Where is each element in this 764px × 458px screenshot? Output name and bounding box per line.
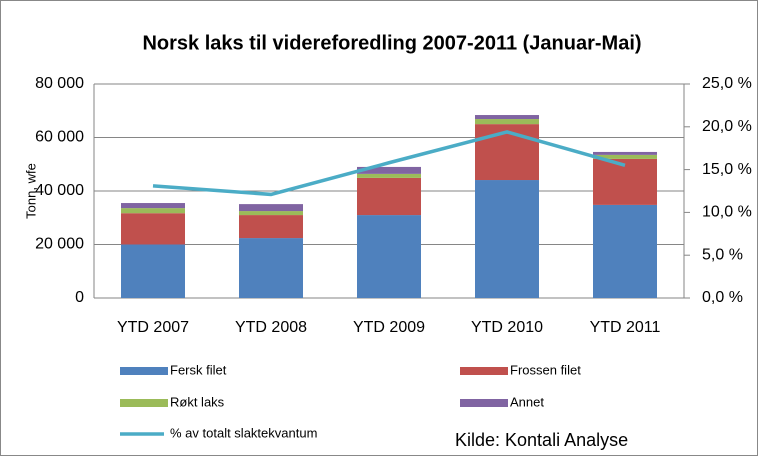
bar <box>239 238 303 298</box>
y-tick-label: 0 <box>75 289 84 306</box>
legend-label: Annet <box>510 394 544 409</box>
bar <box>357 166 421 174</box>
legend-label: Fersk filet <box>170 362 227 377</box>
annotation: Kilde: Kontali Analyse <box>455 430 628 450</box>
legend-label: Frossen filet <box>510 362 581 377</box>
legend-swatch <box>460 399 508 407</box>
bar <box>593 151 657 155</box>
x-tick-label: YTD 2010 <box>471 319 543 336</box>
legend-swatch <box>120 399 168 407</box>
bar <box>121 208 185 214</box>
x-tick-label: YTD 2009 <box>353 319 425 336</box>
bar <box>239 215 303 239</box>
x-tick-label: YTD 2007 <box>117 319 189 336</box>
bar <box>239 211 303 216</box>
y2-tick-label: 20,0 % <box>702 118 752 135</box>
y-tick-label: 60 000 <box>35 129 84 146</box>
bar <box>121 244 185 298</box>
y2-tick-label: 25,0 % <box>702 75 752 92</box>
bar <box>357 177 421 216</box>
line <box>152 130 626 197</box>
y-tick-label: 80 000 <box>35 75 84 92</box>
legend-swatch <box>460 367 508 375</box>
bar <box>239 204 303 212</box>
legend-label: % av totalt slaktekvantum <box>170 425 317 440</box>
bar <box>121 213 185 245</box>
bar <box>475 115 539 120</box>
y2-tick-label: 10,0 % <box>702 204 752 221</box>
y-tick-label: 20 000 <box>35 236 84 253</box>
legend-label: Røkt laks <box>170 394 225 409</box>
bar <box>475 180 539 298</box>
y-tick-label: 40 000 <box>35 182 84 199</box>
bar <box>593 158 657 205</box>
y2-tick-label: 15,0 % <box>702 161 752 178</box>
bar <box>475 119 539 125</box>
bar <box>357 173 421 178</box>
bar <box>593 154 657 159</box>
y-axis-label: Tonn, wfe <box>23 163 38 219</box>
y2-tick-label: 0,0 % <box>702 289 743 306</box>
chart-title: Norsk laks til videreforedling 2007-2011… <box>142 32 641 54</box>
x-tick-label: YTD 2011 <box>590 319 661 336</box>
bar <box>357 215 421 298</box>
bar <box>121 203 185 209</box>
bar <box>593 204 657 298</box>
x-tick-label: YTD 2008 <box>235 319 307 336</box>
legend-swatch <box>120 367 168 375</box>
y2-tick-label: 5,0 % <box>702 246 743 263</box>
